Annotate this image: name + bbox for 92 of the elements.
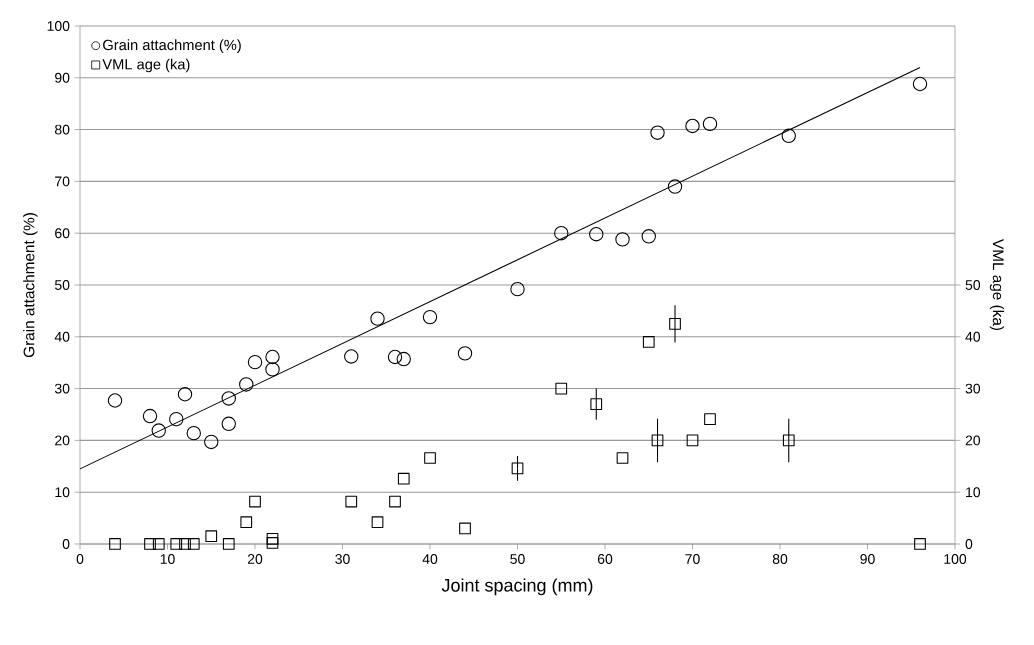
point [186,425,201,441]
point [397,472,410,485]
point [781,128,796,144]
point [389,495,401,508]
point [511,462,524,475]
point [459,522,471,535]
point [589,227,604,242]
point [422,309,438,325]
x-tick-label: 20 [247,554,263,564]
point [151,423,166,438]
point [204,434,219,450]
point [205,530,218,543]
point [651,434,664,447]
point [179,538,191,550]
point [702,116,718,132]
x-tick-label: 80 [772,554,788,564]
point [686,434,699,447]
point [396,351,411,367]
legend-label: Grain attachment (%) [103,39,241,54]
point [782,434,795,447]
point [615,232,630,247]
point [109,538,121,550]
legend-label: VML age (ka) [102,58,190,73]
point [239,377,254,392]
point [152,538,165,550]
point [222,538,235,550]
y2-axis-title: VML age (ka) [989,239,1005,331]
x-tick-label: 100 [944,554,967,564]
point [177,387,193,402]
x-tick-label: 0 [76,554,84,564]
point [221,416,236,432]
point [107,393,123,408]
point [266,532,279,545]
point [685,118,700,134]
point [554,225,569,241]
point [914,538,926,550]
y2-tick-label: 0 [965,539,973,549]
point [266,537,279,549]
point [169,411,184,427]
point [247,354,263,370]
point [240,516,253,529]
y-tick-label: 50 [54,280,70,290]
point [221,391,236,406]
point [265,362,280,377]
point [641,229,656,244]
y-tick-label: 10 [55,487,70,498]
point [650,125,665,140]
y-tick-label: 20 [55,435,70,446]
point [345,495,358,508]
x-tick-label: 10 [160,554,175,564]
y-tick-label: 70 [55,176,70,187]
y2-tick-label: 30 [965,383,981,394]
point [371,516,384,529]
y-tick-label: 0 [62,539,70,549]
point [590,398,603,410]
y2-tick-label: 20 [965,435,981,446]
x-tick-label: 90 [860,554,875,564]
y-tick-label: 30 [54,383,70,394]
x-tick-label: 50 [510,554,525,564]
point [170,538,183,550]
x-tick-label: 70 [685,554,700,564]
point [510,281,525,297]
x-axis-title: Joint spacing (mm) [441,578,593,596]
point [669,317,681,330]
point [344,349,359,364]
point [424,452,436,464]
point [704,413,716,426]
x-tick-label: 30 [335,554,350,564]
point [142,408,158,424]
point [387,349,403,365]
y-tick-label: 90 [55,72,70,83]
y2-tick-label: 10 [966,487,981,498]
y-axis-title: Grain attachment (%) [23,213,38,358]
y2-tick-label: 50 [965,280,981,290]
y-tick-label: 100 [47,21,70,31]
point [912,76,928,92]
point [370,311,385,326]
point [265,349,280,365]
point [642,336,655,348]
point [144,538,156,550]
point [187,538,200,550]
point [616,452,629,464]
point [457,346,473,361]
y-tick-label: 60 [55,228,70,239]
x-tick-label: 60 [597,554,613,564]
point [667,179,683,194]
point [249,495,261,508]
y2-tick-label: 40 [965,331,981,342]
y-tick-label: 40 [54,331,70,342]
y-tick-label: 80 [55,124,70,135]
x-tick-label: 40 [422,554,438,564]
point [555,382,568,395]
